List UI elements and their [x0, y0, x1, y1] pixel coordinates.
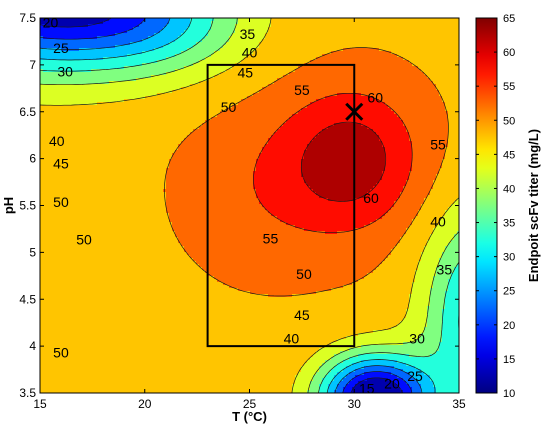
colorbar-title: Endpoit scFv titer (mg/L)	[526, 129, 541, 282]
colorbar: 10 15 20 25 30 35 40 45 50 55 60 65 Endpoit scFv tit…	[476, 13, 541, 400]
colorbar-tick-label: 20	[503, 320, 515, 332]
x-tick-label: 35	[452, 397, 466, 411]
contour-label: 40	[49, 133, 65, 149]
x-tick-label: 20	[138, 397, 152, 411]
colorbar-tick-label: 25	[503, 286, 515, 298]
y-tick-label: 7	[29, 58, 36, 72]
colorbar-tick-label: 30	[503, 252, 515, 264]
x-tick-label: 30	[348, 397, 362, 411]
contour-label: 40	[430, 213, 446, 229]
contour-label: 25	[53, 40, 69, 56]
y-tick-label: 6	[29, 152, 36, 166]
contour-label: 15	[359, 380, 375, 396]
colorbar-tick-label: 65	[503, 13, 515, 25]
colorbar-gradient	[476, 18, 497, 393]
x-axis-title: T (°C)	[232, 409, 267, 424]
contour-label: 55	[430, 137, 446, 153]
y-tick-label: 4.5	[19, 292, 36, 306]
colorbar-tick-label: 45	[503, 149, 515, 161]
contour-label: 55	[294, 82, 310, 98]
colorbar-tick-label: 60	[503, 47, 515, 59]
contour-label: 20	[384, 376, 400, 392]
y-tick-label: 3.5	[19, 386, 36, 400]
contour-label: 50	[76, 231, 92, 247]
contour-label: 20	[43, 15, 59, 31]
contour-label: 30	[409, 331, 425, 347]
contour-label: 30	[57, 63, 73, 79]
colorbar-tick-label: 40	[503, 183, 515, 195]
contour-label: 40	[284, 331, 300, 347]
contour-label: 60	[363, 190, 379, 206]
colorbar-tick-label: 50	[503, 115, 515, 127]
contour-label: 35	[437, 261, 453, 277]
colorbar-tick-label: 15	[503, 354, 515, 366]
colorbar-tick-label: 55	[503, 81, 515, 93]
contour-label: 60	[367, 90, 383, 106]
colorbar-tick-label: 10	[503, 388, 515, 400]
y-tick-label: 4	[29, 339, 36, 353]
contour-label: 45	[53, 155, 69, 171]
colorbar-tick-label: 35	[503, 218, 515, 230]
contour-label: 50	[296, 266, 312, 282]
contour-label: 50	[53, 345, 69, 361]
y-tick-label: 6.5	[19, 105, 36, 119]
contour-label: 45	[294, 307, 310, 323]
y-tick-label: 5	[29, 245, 36, 259]
contour-label: 40	[242, 45, 258, 61]
contour-label: 45	[238, 64, 254, 80]
y-tick-label: 7.5	[19, 11, 36, 25]
contour-label: 50	[53, 194, 69, 210]
contour-label: 55	[263, 230, 279, 246]
contour-label: 25	[407, 368, 423, 384]
contour-label: 35	[240, 26, 256, 42]
y-axis-title: pH	[1, 197, 16, 214]
contour-label: 50	[221, 99, 237, 115]
y-tick-label: 5.5	[19, 199, 36, 213]
